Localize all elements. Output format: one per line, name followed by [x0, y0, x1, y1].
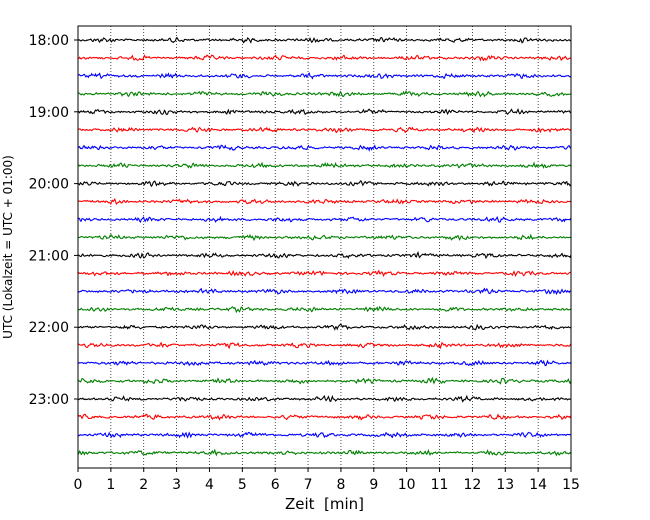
x-tick-label: 8 [336, 477, 345, 493]
trace-line [77, 108, 572, 116]
x-tick-label: 11 [431, 477, 449, 493]
x-axis-ticks: 0 1 2 3 4 5 6 7 8 9 10 11 12 13 14 15 [74, 468, 580, 493]
plot-frame [77, 25, 572, 469]
trace-line [77, 36, 572, 44]
trace-line [77, 269, 571, 278]
y-tick-label: 19:00 [29, 105, 69, 121]
trace-line [77, 431, 571, 439]
trace-line [77, 72, 572, 80]
trace-line [77, 305, 571, 314]
trace-line [77, 126, 572, 134]
trace-line [77, 251, 572, 260]
seismic-traces [77, 36, 572, 457]
trace-line [77, 197, 572, 206]
trace-line [77, 323, 572, 331]
trace-line [77, 161, 572, 169]
trace-line [77, 180, 572, 188]
x-tick-label: 10 [398, 477, 416, 493]
x-tick-label: 5 [238, 477, 247, 493]
x-tick-label: 13 [496, 477, 514, 493]
trace-line [77, 448, 572, 457]
y-tick-label: 20:00 [29, 177, 69, 193]
y-tick-label: 22:00 [29, 320, 69, 336]
x-tick-label: 6 [271, 477, 280, 493]
x-tick-label: 4 [205, 477, 214, 493]
x-tick-label: 14 [529, 477, 547, 493]
x-tick-label: 15 [562, 477, 580, 493]
x-tick-label: 3 [172, 477, 181, 493]
y-tick-label: 23:00 [29, 392, 69, 408]
trace-line [77, 394, 571, 403]
x-tick-label: 1 [106, 477, 115, 493]
y-axis-ticks: 18:00 19:00 20:00 21:00 22:00 23:00 [29, 33, 78, 408]
y-tick-label: 18:00 [29, 33, 69, 49]
trace-line [77, 215, 572, 224]
trace-line [77, 54, 572, 62]
x-tick-label: 7 [304, 477, 313, 493]
trace-line [77, 359, 572, 367]
x-tick-label: 9 [369, 477, 378, 493]
trace-line [77, 376, 572, 385]
trace-line [77, 413, 572, 421]
y-axis-label: UTC (Lokalzeit = UTC + 01:00) [1, 155, 15, 339]
trace-line [77, 233, 571, 242]
trace-line [77, 89, 572, 98]
trace-line [77, 341, 572, 350]
x-tick-label: 12 [463, 477, 481, 493]
y-tick-label: 21:00 [29, 248, 69, 264]
trace-line [77, 144, 572, 152]
x-tick-label: 2 [139, 477, 148, 493]
trace-line [77, 287, 571, 296]
x-tick-label: 0 [74, 477, 83, 493]
x-axis-label: Zeit [min] [285, 495, 364, 513]
